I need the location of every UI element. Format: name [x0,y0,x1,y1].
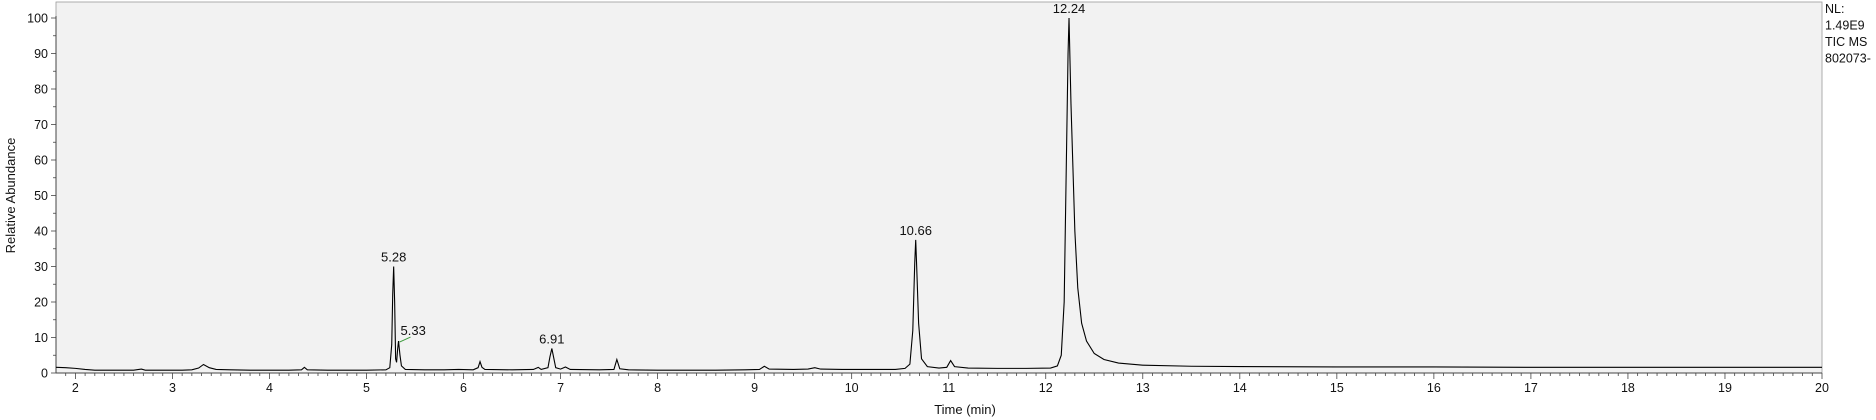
y-tick-label: 10 [34,331,48,345]
y-tick-label: 80 [34,83,48,97]
x-axis: 2 3 4 5 6 7 8 9 10 11 12 13 14 15 16 17 18 19 20 [56,372,1829,395]
y-tick-label: 70 [34,118,48,132]
tic-trace [55,17,1822,371]
x-tick-label: 16 [1427,381,1441,395]
x-tick-label: 14 [1233,381,1247,395]
y-tick-label: 30 [34,260,48,274]
y-tick-label: 50 [34,189,48,203]
x-tick-label: 10 [845,381,859,395]
x-tick-label: 11 [942,381,955,395]
peak-labels: 5.28 5.33 6.91 10.66 12.24 [381,1,1085,347]
peak-label: 6.91 [539,332,564,347]
x-axis-title: Time (min) [934,402,996,417]
peak-label: 5.33 [401,323,426,338]
peak-label: 10.66 [899,223,932,238]
y-axis: 0 10 20 30 40 50 60 70 80 90 100 [27,12,57,381]
x-tick-label: 15 [1330,381,1344,395]
peak-label: 12.24 [1053,1,1086,16]
x-tick-label: 18 [1621,381,1635,395]
x-tick-label: 5 [363,381,370,395]
x-tick-label: 6 [460,381,467,395]
x-tick-label: 19 [1718,381,1732,395]
y-tick-label: 90 [34,47,48,61]
scan-info-line: 1.49E9 [1825,19,1865,33]
peak-leader-line [399,336,411,343]
y-tick-label: 40 [34,225,48,239]
x-tick-label: 2 [72,381,79,395]
x-tick-label: 8 [654,381,661,395]
x-tick-label: 13 [1136,381,1150,395]
peak-label: 5.28 [381,250,406,265]
scan-info-line: 802073- [1825,52,1871,66]
x-tick-label: 17 [1524,381,1538,395]
x-tick-label: 4 [266,381,273,395]
x-tick-label: 7 [557,381,564,395]
y-tick-label: 100 [27,12,48,26]
plot-area [55,1,1823,374]
scan-info-line: TIC MS [1825,35,1867,49]
y-tick-label: 0 [41,367,48,381]
x-tick-label: 20 [1815,381,1829,395]
x-tick-label: 12 [1039,381,1053,395]
y-axis-title: Relative Abundance [3,138,18,254]
scan-info-line: NL: [1825,2,1844,16]
y-tick-label: 60 [34,154,48,168]
x-tick-label: 3 [169,381,176,395]
y-tick-label: 20 [34,296,48,310]
scan-info: NL: 1.49E9 TIC MS 802073- [1825,2,1871,66]
x-tick-label: 9 [751,381,758,395]
